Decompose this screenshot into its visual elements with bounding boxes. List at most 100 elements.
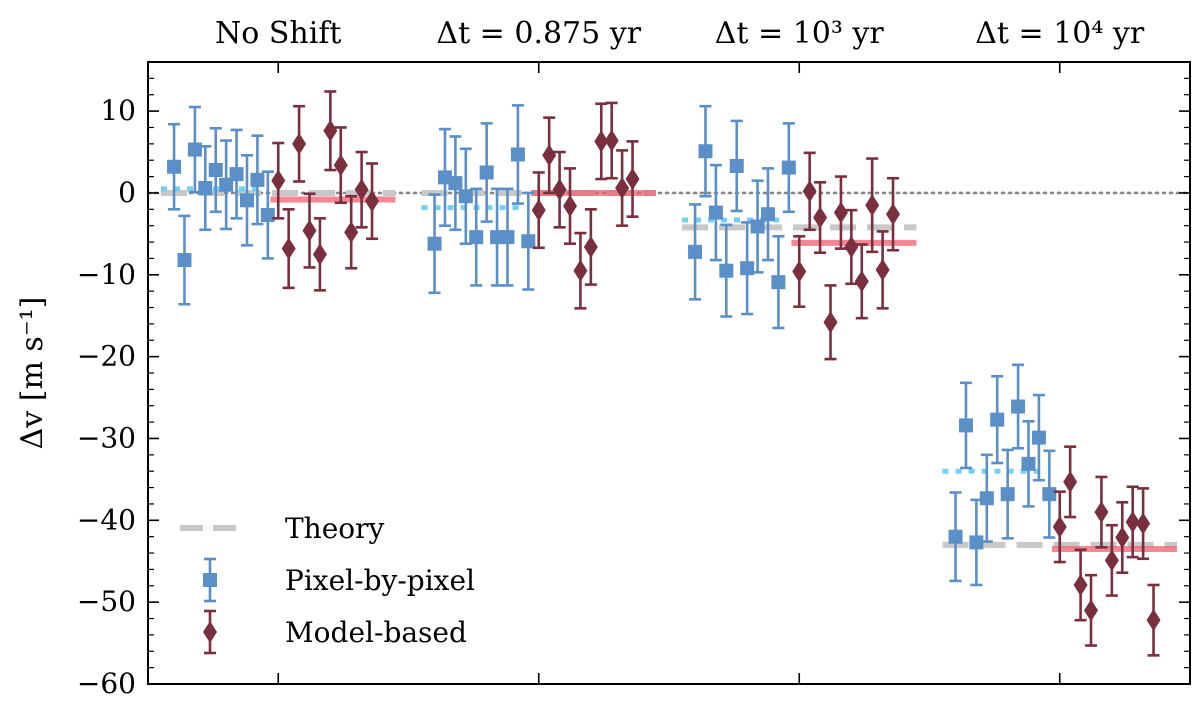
model-point [271, 169, 286, 192]
y-axis-label: Δv [m s⁻¹] [15, 297, 50, 450]
pixel-point [198, 181, 213, 196]
pixel-point [1042, 487, 1057, 502]
model-point [813, 206, 828, 229]
pixel-point [521, 234, 536, 249]
model-point [802, 180, 817, 203]
y-tick-label: −30 [77, 421, 136, 454]
pixel-point [969, 535, 984, 550]
model-point [1136, 512, 1151, 535]
y-tick-label: −40 [77, 503, 136, 536]
model-point [292, 132, 307, 155]
model-point [1115, 526, 1130, 549]
model-point [583, 235, 598, 258]
pixel-point [771, 275, 786, 290]
pixel-point [948, 529, 963, 544]
legend-model-marker [203, 621, 217, 643]
model-point [604, 129, 619, 152]
axes: −60 −50 −40 −30 −20 −10 0 10 [77, 61, 1191, 700]
model-point [1125, 510, 1140, 533]
legend-label-pixel: Pixel-by-pixel [285, 564, 475, 597]
group-label: Δt = 10³ yr [715, 16, 885, 51]
model-point [615, 177, 630, 200]
model-point [531, 199, 546, 222]
pixel-point [760, 207, 775, 222]
model-point [1146, 609, 1161, 632]
y-tick-label: 0 [118, 176, 136, 209]
legend-label-model: Model-based [285, 616, 467, 649]
pixel-point [167, 159, 182, 174]
pixel-point [469, 230, 484, 245]
y-tick-label: 10 [100, 94, 136, 127]
group-label: Δt = 10⁴ yr [975, 16, 1145, 51]
model-point [1084, 599, 1099, 622]
pixel-point [740, 261, 755, 276]
y-tick-label: −50 [77, 585, 136, 618]
group-label: Δt = 0.875 yr [436, 16, 641, 51]
model-point [886, 203, 901, 226]
pixel-point [750, 219, 765, 234]
model-point [333, 154, 348, 177]
pixel-point [500, 230, 515, 245]
model-point [875, 258, 890, 281]
y-tick-label: −20 [77, 340, 136, 373]
pixel-point [250, 172, 265, 187]
pixel-point [187, 142, 202, 157]
model-point [844, 235, 859, 258]
model-point [1052, 515, 1067, 538]
model-point [302, 219, 317, 242]
group-label: No Shift [215, 16, 341, 51]
pixel-point [781, 160, 796, 175]
pixel-point [1021, 456, 1036, 471]
pixel-point [990, 412, 1005, 427]
model-point [281, 237, 296, 260]
model-point [573, 259, 588, 282]
plot-content [146, 90, 1192, 657]
model-point [365, 190, 380, 213]
pixel-point [688, 244, 703, 259]
legend-label-theory: Theory [285, 512, 385, 545]
model-point [542, 144, 557, 167]
pixel-point [229, 167, 244, 182]
model-point [323, 119, 338, 142]
pixel-point [1011, 399, 1026, 414]
y-tick-label: −10 [77, 258, 136, 291]
model-point [354, 178, 369, 201]
model-point [833, 201, 848, 224]
pixel-point [698, 144, 713, 159]
pixel-point [708, 205, 723, 220]
model-point [1104, 549, 1119, 572]
model-point [865, 194, 880, 217]
legend: Theory Pixel-by-pixel Model-based [180, 512, 475, 655]
model-point [1094, 501, 1109, 524]
model-point [344, 221, 359, 244]
model-point [594, 130, 609, 153]
pixel-point [177, 253, 192, 268]
pixel-point [239, 193, 254, 208]
model-point [1073, 573, 1088, 596]
pixel-point [219, 177, 234, 192]
model-point [1063, 470, 1078, 493]
pixel-point [479, 165, 494, 180]
model-point [625, 168, 640, 191]
model-point [792, 260, 807, 283]
pixel-point [208, 163, 223, 178]
pixel-point [1000, 487, 1015, 502]
model-point [823, 311, 838, 334]
model-point [312, 243, 327, 266]
model-point [552, 178, 567, 201]
pixel-point [729, 158, 744, 173]
model-point [854, 270, 869, 293]
pixel-point [260, 208, 275, 223]
pixel-point [458, 189, 473, 204]
pixel-point [958, 418, 973, 433]
legend-pixel-marker [203, 573, 217, 587]
pixel-point [510, 147, 525, 162]
y-tick-label: −60 [77, 667, 136, 700]
pixel-point [719, 263, 734, 278]
group-labels: No Shift Δt = 0.875 yr Δt = 10³ yr Δt = 10⁴… [215, 16, 1145, 51]
pixel-point [448, 176, 463, 191]
pixel-point [979, 491, 994, 506]
model-point [563, 195, 578, 218]
pixel-point [1031, 430, 1046, 445]
